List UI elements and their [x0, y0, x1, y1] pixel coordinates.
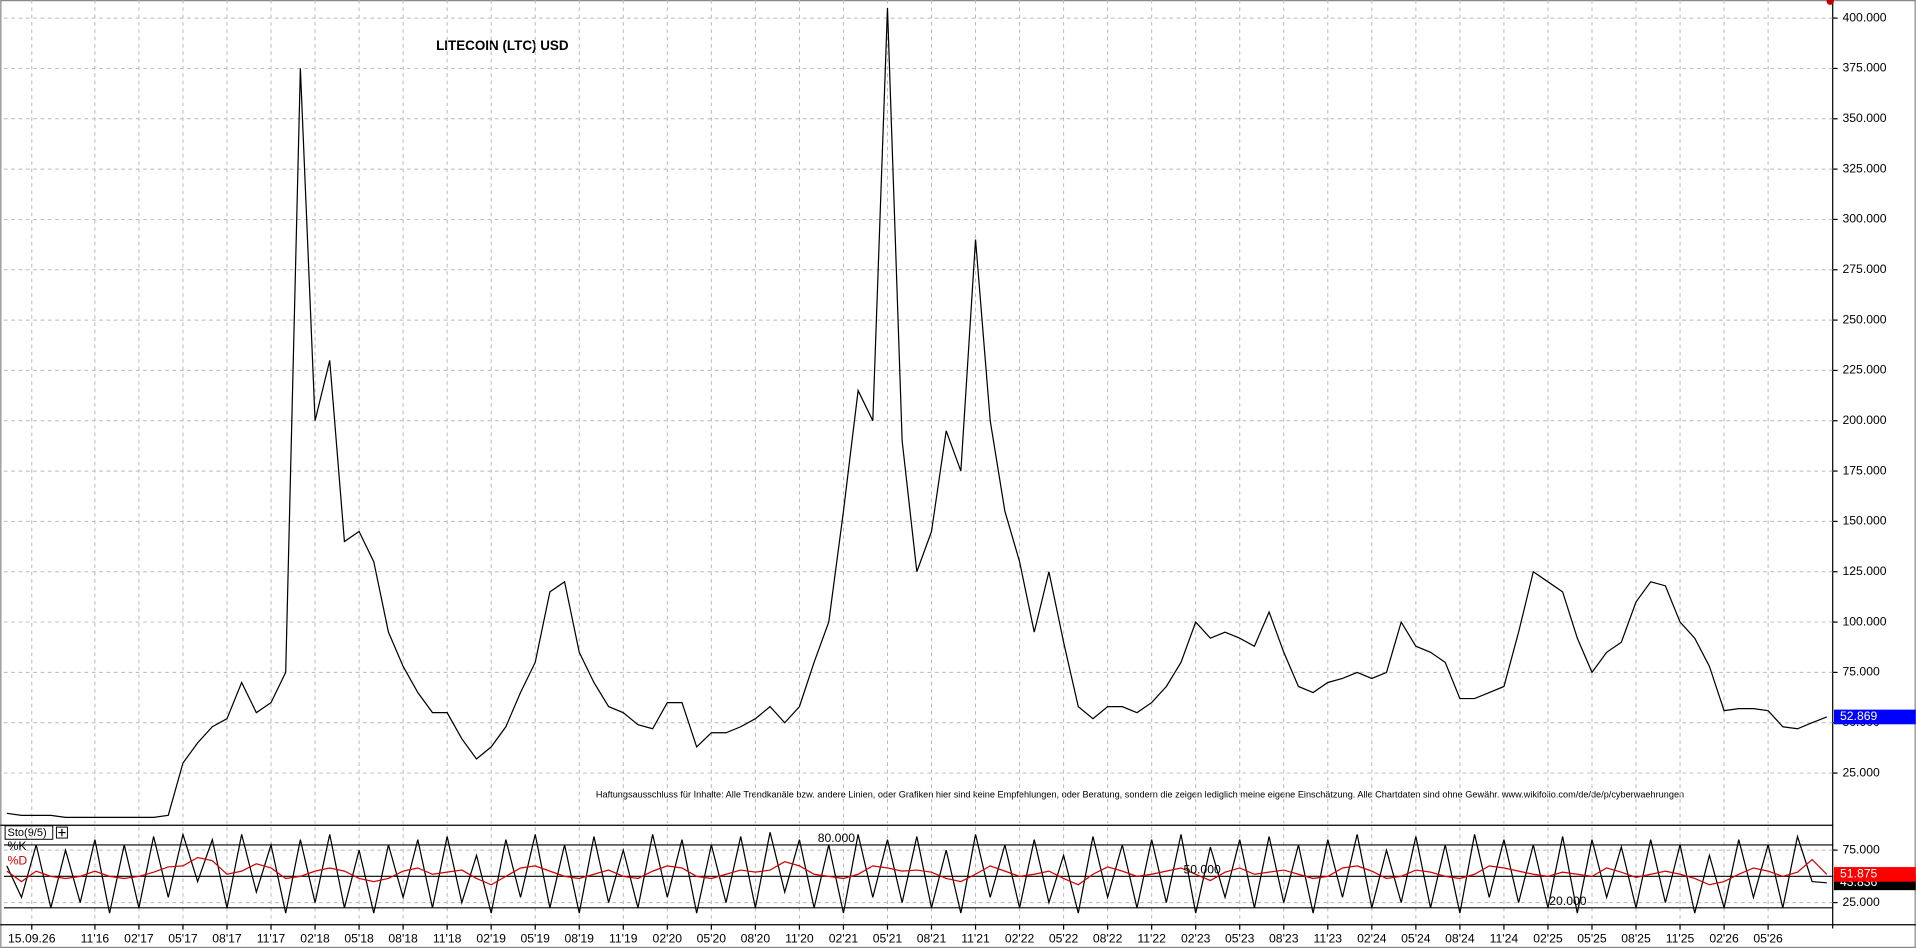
indicator-box	[4, 825, 54, 840]
x-tick-label: 02'20	[653, 932, 683, 946]
y-tick-label: 175.000	[1842, 463, 1886, 477]
y-tick-label: 400.000	[1842, 10, 1886, 24]
x-tick-label: 02'22	[1005, 932, 1035, 946]
level-label: 80.000	[818, 831, 856, 845]
x-tick-label: 02'23	[1181, 932, 1211, 946]
x-tick-label: 08'20	[741, 932, 771, 946]
x-tick-label: 11'19	[609, 932, 638, 946]
x-tick-label: 05'19	[520, 932, 550, 946]
x-tick-label: 02'21	[829, 932, 859, 946]
x-tick-label: 05'18	[344, 932, 374, 946]
x-tick-label: 02'17	[124, 932, 154, 946]
last-value-box	[1833, 867, 1916, 882]
x-tick-label: 11'24	[1490, 932, 1519, 946]
indicator-title: Sto(9/5)	[8, 827, 47, 839]
y-tick-label: 75.000	[1842, 842, 1880, 856]
x-tick-label: 08'24	[1445, 932, 1475, 946]
y-tick-label: 200.000	[1842, 413, 1886, 427]
y-tick-label: 150.000	[1842, 514, 1886, 528]
y-tick-label: 125.000	[1842, 564, 1886, 578]
x-tick-label: 02'18	[300, 932, 330, 946]
x-tick-label: 05'17	[168, 932, 198, 946]
x-tick-label: 02'26	[1709, 932, 1739, 946]
x-tick-label: 11'25	[1666, 932, 1695, 946]
x-tick-label: 08'23	[1269, 932, 1299, 946]
x-tick-label: 08'22	[1093, 932, 1123, 946]
x-tick-label: 05'25	[1577, 932, 1607, 946]
y-tick-label: 250.000	[1842, 312, 1886, 326]
x-tick-label: 11'17	[257, 932, 286, 946]
y-tick-label: 25.000	[1842, 765, 1880, 779]
x-tick-label: 05'23	[1225, 932, 1255, 946]
y-tick-label: 25.000	[1842, 895, 1880, 909]
data-layer	[6, 8, 1828, 914]
x-tick-label: 05'20	[697, 932, 727, 946]
x-tick-label: 15.09.26	[8, 932, 56, 946]
series-line	[6, 832, 1827, 914]
y-tick-label: 275.000	[1842, 262, 1886, 276]
y-tick-label: 300.000	[1842, 212, 1886, 226]
last-value-label: 51.875	[1840, 867, 1878, 881]
x-tick-label: 08'25	[1621, 932, 1651, 946]
add-icon	[58, 828, 66, 837]
x-tick-label: 05'22	[1049, 932, 1079, 946]
y-tick-label: 225.000	[1842, 363, 1886, 377]
x-tick-label: 11'22	[1137, 932, 1166, 946]
last-value-label: 52.869	[1840, 709, 1878, 723]
x-tick-label: 02'25	[1533, 932, 1563, 946]
x-tick-label: 11'18	[433, 932, 462, 946]
last-value-box	[1833, 709, 1916, 725]
x-tick-label: 05'24	[1401, 932, 1431, 946]
x-tick-label: 11'16	[81, 932, 110, 946]
x-tick-label: 11'20	[785, 932, 814, 946]
y-tick-label: 350.000	[1842, 111, 1886, 125]
x-tick-label: 08'21	[917, 932, 947, 946]
x-tick-label: 08'17	[212, 932, 242, 946]
legend-k: %K	[8, 839, 27, 853]
x-tick-label: 11'21	[961, 932, 990, 946]
chart-title: LITECOIN (LTC) USD	[436, 38, 569, 53]
y-tick-label: 325.000	[1842, 161, 1886, 175]
x-tick-label: 02'24	[1357, 932, 1387, 946]
y-tick-label: 375.000	[1842, 61, 1886, 75]
x-tick-label: 05'21	[873, 932, 903, 946]
level-label: 20.000	[1549, 894, 1587, 908]
x-tick-label: 02'19	[476, 932, 506, 946]
x-tick-label: 11'23	[1314, 932, 1343, 946]
x-tick-label: 08'18	[388, 932, 418, 946]
x-tick-label: 05'26	[1753, 932, 1783, 946]
marker-dot	[1826, 0, 1834, 5]
level-label: 50.000	[1183, 862, 1221, 876]
disclaimer: Haftungsausschluss für Inhalte: Alle Tre…	[596, 790, 1684, 800]
series-line	[6, 8, 1828, 818]
x-tick-label: 08'19	[565, 932, 595, 946]
series-line	[6, 856, 1828, 886]
legend-d: %D	[8, 853, 28, 867]
y-tick-label: 100.000	[1842, 614, 1886, 628]
y-tick-label: 75.000	[1842, 665, 1880, 679]
